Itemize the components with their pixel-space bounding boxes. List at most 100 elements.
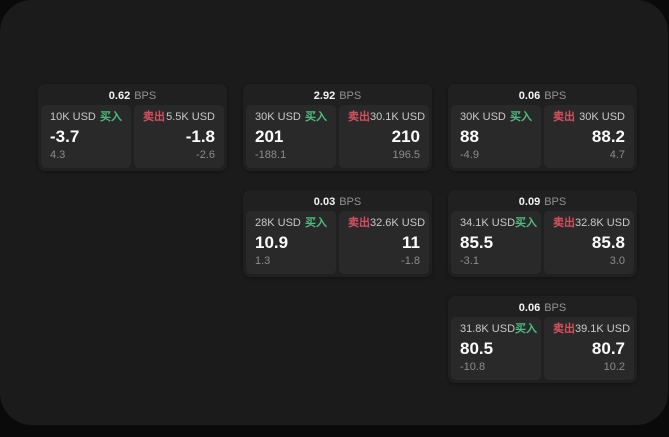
sell-price: -1.8 [185, 127, 215, 146]
card-header: 0.03 BPS [246, 193, 429, 211]
sell-pane[interactable]: 卖出 30K USD 88.2 4.7 [544, 105, 634, 168]
sell-pane-top: 卖出 32.6K USD [348, 217, 425, 230]
buy-change: -10.8 [460, 361, 486, 373]
sell-amount: 39.1K USD [575, 323, 631, 335]
bps-value: 0.03 [313, 196, 336, 208]
bps-unit-label: BPS [544, 90, 567, 102]
buy-tag: 买入 [100, 111, 122, 123]
card-header: 0.62 BPS [41, 87, 224, 105]
sell-tag: 卖出 [553, 111, 575, 123]
buy-pane-top: 10K USD 买入 [50, 111, 122, 124]
quote-card: 0.06 BPS 31.8K USD 买入 80.5 -10.8 卖出 39.1… [448, 296, 637, 383]
buy-pane[interactable]: 34.1K USD 买入 85.5 -3.1 [451, 211, 541, 274]
buy-price: 201 [255, 127, 284, 146]
sell-change: 196.5 [392, 149, 420, 161]
card-header: 2.92 BPS [246, 87, 429, 105]
buy-price: -3.7 [50, 127, 80, 146]
buy-pane[interactable]: 30K USD 买入 201 -188.1 [246, 105, 336, 168]
buy-pane-top: 28K USD 买入 [255, 217, 327, 230]
buy-amount: 28K USD [255, 217, 301, 229]
buy-amount: 10K USD [50, 111, 96, 123]
sell-amount: 32.8K USD [575, 217, 631, 229]
sell-amount: 5.5K USD [166, 111, 215, 123]
card-header: 0.09 BPS [451, 193, 634, 211]
sell-pane[interactable]: 卖出 5.5K USD -1.8 -2.6 [134, 105, 224, 168]
quote-panes: 30K USD 买入 201 -188.1 卖出 30.1K USD 210 1… [246, 105, 429, 168]
buy-pane[interactable]: 30K USD 买入 88 -4.9 [451, 105, 541, 168]
quote-panes: 28K USD 买入 10.9 1.3 卖出 32.6K USD 11 -1.8 [246, 211, 429, 274]
buy-change: 4.3 [50, 149, 66, 161]
quote-panes: 34.1K USD 买入 85.5 -3.1 卖出 32.8K USD 85.8… [451, 211, 634, 274]
sell-tag: 卖出 [553, 217, 575, 229]
cards-grid: 0.62 BPS 10K USD 买入 -3.7 4.3 卖出 5.5K USD… [38, 84, 637, 383]
bps-value: 2.92 [313, 90, 336, 102]
quote-card: 0.03 BPS 28K USD 买入 10.9 1.3 卖出 32.6K US… [243, 190, 432, 277]
bps-unit-label: BPS [339, 90, 362, 102]
sell-pane-top: 卖出 5.5K USD [143, 111, 215, 124]
sell-pane[interactable]: 卖出 32.8K USD 85.8 3.0 [544, 211, 634, 274]
buy-pane[interactable]: 31.8K USD 买入 80.5 -10.8 [451, 317, 541, 380]
buy-price: 80.5 [460, 339, 494, 358]
quote-card: 0.09 BPS 34.1K USD 买入 85.5 -3.1 卖出 32.8K… [448, 190, 637, 277]
bps-unit-label: BPS [544, 302, 567, 314]
sell-pane-top: 卖出 32.8K USD [553, 217, 630, 230]
buy-tag: 买入 [515, 323, 538, 335]
sell-change: 10.2 [603, 361, 625, 373]
card-header: 0.06 BPS [451, 87, 634, 105]
sell-change: -1.8 [401, 255, 420, 267]
quote-card: 0.62 BPS 10K USD 买入 -3.7 4.3 卖出 5.5K USD… [38, 84, 227, 171]
bps-value: 0.06 [518, 90, 541, 102]
quote-panes: 31.8K USD 买入 80.5 -10.8 卖出 39.1K USD 80.… [451, 317, 634, 380]
buy-tag: 买入 [515, 217, 538, 229]
buy-pane-top: 30K USD 买入 [460, 111, 532, 124]
buy-price: 85.5 [460, 233, 494, 252]
bps-value: 0.09 [518, 196, 541, 208]
bps-unit-label: BPS [134, 90, 157, 102]
buy-tag: 买入 [305, 111, 327, 123]
sell-change: -2.6 [196, 149, 215, 161]
sell-price: 88.2 [591, 127, 625, 146]
buy-pane-top: 34.1K USD 买入 [460, 217, 537, 230]
sell-tag: 卖出 [348, 111, 370, 123]
main-panel: 0.62 BPS 10K USD 买入 -3.7 4.3 卖出 5.5K USD… [0, 0, 668, 425]
sell-tag: 卖出 [348, 217, 370, 229]
sell-amount: 30K USD [579, 111, 625, 123]
buy-amount: 30K USD [460, 111, 506, 123]
buy-tag: 买入 [305, 217, 327, 229]
buy-tag: 买入 [510, 111, 532, 123]
sell-pane[interactable]: 卖出 32.6K USD 11 -1.8 [339, 211, 429, 274]
sell-pane[interactable]: 卖出 39.1K USD 80.7 10.2 [544, 317, 634, 380]
buy-pane-top: 31.8K USD 买入 [460, 323, 537, 336]
sell-tag: 卖出 [553, 323, 575, 335]
buy-change: -188.1 [255, 149, 287, 161]
bps-unit-label: BPS [544, 196, 567, 208]
sell-amount: 32.6K USD [370, 217, 426, 229]
buy-pane-top: 30K USD 买入 [255, 111, 327, 124]
sell-price: 80.7 [591, 339, 625, 358]
buy-amount: 30K USD [255, 111, 301, 123]
sell-price: 85.8 [591, 233, 625, 252]
quote-panes: 10K USD 买入 -3.7 4.3 卖出 5.5K USD -1.8 -2.… [41, 105, 224, 168]
sell-pane[interactable]: 卖出 30.1K USD 210 196.5 [339, 105, 429, 168]
sell-change: 3.0 [609, 255, 625, 267]
bps-value: 0.62 [108, 90, 131, 102]
sell-tag: 卖出 [143, 111, 165, 123]
buy-change: 1.3 [255, 255, 271, 267]
buy-price: 88 [460, 127, 479, 146]
sell-price: 11 [402, 233, 420, 252]
sell-amount: 30.1K USD [370, 111, 426, 123]
buy-amount: 34.1K USD [460, 217, 516, 229]
quote-card: 2.92 BPS 30K USD 买入 201 -188.1 卖出 30.1K … [243, 84, 432, 171]
quote-card: 0.06 BPS 30K USD 买入 88 -4.9 卖出 30K USD 8… [448, 84, 637, 171]
buy-pane[interactable]: 10K USD 买入 -3.7 4.3 [41, 105, 131, 168]
buy-pane[interactable]: 28K USD 买入 10.9 1.3 [246, 211, 336, 274]
sell-change: 4.7 [609, 149, 625, 161]
card-header: 0.06 BPS [451, 299, 634, 317]
sell-pane-top: 卖出 30K USD [553, 111, 625, 124]
sell-price: 210 [391, 127, 420, 146]
bps-value: 0.06 [518, 302, 541, 314]
bps-unit-label: BPS [339, 196, 362, 208]
buy-change: -4.9 [460, 149, 479, 161]
sell-pane-top: 卖出 30.1K USD [348, 111, 425, 124]
buy-price: 10.9 [255, 233, 289, 252]
